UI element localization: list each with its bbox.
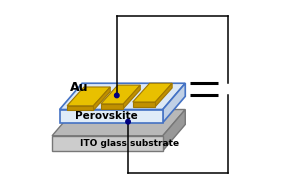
Polygon shape xyxy=(133,102,155,107)
Polygon shape xyxy=(60,109,163,123)
Polygon shape xyxy=(101,85,140,104)
Polygon shape xyxy=(101,104,123,108)
Polygon shape xyxy=(67,106,93,110)
Polygon shape xyxy=(163,83,185,123)
Polygon shape xyxy=(67,87,110,106)
Polygon shape xyxy=(93,87,110,110)
Polygon shape xyxy=(123,85,140,108)
Polygon shape xyxy=(133,83,172,102)
Circle shape xyxy=(115,93,119,98)
Text: Perovskite: Perovskite xyxy=(75,111,138,121)
Polygon shape xyxy=(163,109,185,151)
Polygon shape xyxy=(155,83,172,107)
Text: Au: Au xyxy=(70,81,88,94)
Text: ITO glass substrate: ITO glass substrate xyxy=(80,139,179,148)
Polygon shape xyxy=(52,136,163,151)
Polygon shape xyxy=(52,109,185,136)
Circle shape xyxy=(126,119,130,124)
Polygon shape xyxy=(60,83,185,109)
